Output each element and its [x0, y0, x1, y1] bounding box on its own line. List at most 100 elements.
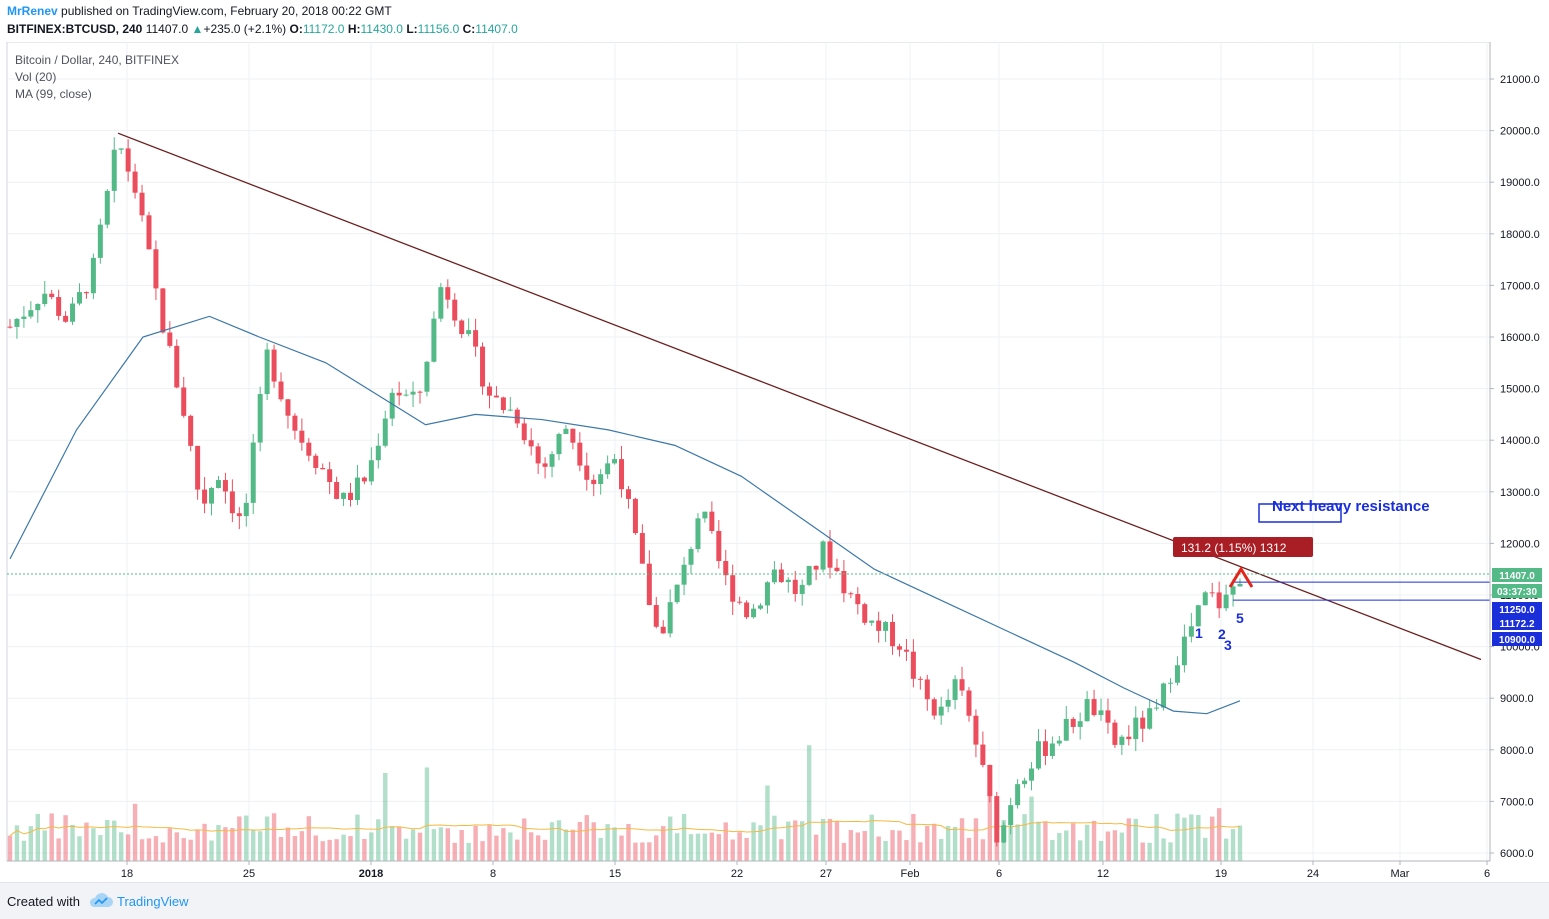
- volume-bar: [1223, 838, 1229, 861]
- measure-tooltip: 131.2 (1.15%) 1312: [1173, 537, 1313, 557]
- candle-body: [896, 646, 902, 650]
- candle-body: [459, 320, 465, 335]
- candle-body: [313, 455, 319, 468]
- volume-bar: [125, 834, 131, 861]
- volume-bar: [987, 773, 993, 861]
- volume-bar: [1133, 818, 1138, 861]
- volume-bar: [855, 832, 860, 861]
- price-tick-label: 8000.0: [1500, 745, 1534, 757]
- measure-label: 131.2 (1.15%) 1312: [1181, 541, 1287, 555]
- volume-bar: [1043, 821, 1048, 861]
- resistance-box[interactable]: [1258, 503, 1342, 523]
- volume-bar: [1050, 839, 1055, 861]
- candle-body: [959, 679, 965, 691]
- volume-bar: [647, 842, 652, 861]
- candle-body: [584, 465, 590, 480]
- candle-body: [1209, 592, 1215, 594]
- time-tick-label: 18: [121, 868, 133, 880]
- volume-bar: [973, 818, 979, 861]
- volume-bar: [1161, 838, 1166, 861]
- candle-body: [973, 715, 979, 745]
- volume-bar: [848, 830, 854, 861]
- author-link[interactable]: MrRenev: [7, 4, 58, 18]
- volume-bar: [1189, 814, 1194, 861]
- candle-body: [605, 463, 611, 475]
- price-tag-label: 03:37:30: [1497, 587, 1537, 598]
- volume-bar: [938, 838, 944, 861]
- candle-body: [354, 477, 360, 500]
- candle-body: [473, 330, 479, 347]
- volume-bar: [56, 838, 61, 861]
- volume-bar: [598, 837, 603, 861]
- symbol-label[interactable]: BITFINEX:BTCUSD, 240: [7, 22, 143, 36]
- plot-area: [6, 42, 1491, 862]
- price-tick-label: 12000.0: [1500, 538, 1540, 550]
- price-tag-bg: [1492, 584, 1542, 598]
- volume-bar: [1168, 842, 1173, 861]
- volume-bar: [49, 813, 54, 861]
- candle-body: [883, 621, 889, 631]
- candle-body: [500, 397, 506, 411]
- candle-body: [1154, 707, 1160, 709]
- volume-bar: [473, 825, 478, 861]
- volume-bar: [1022, 814, 1027, 861]
- volume-bar: [862, 831, 867, 861]
- volume-bar: [723, 822, 728, 861]
- candle-body: [438, 287, 444, 319]
- candle-body: [14, 318, 20, 327]
- candle-body: [980, 744, 986, 765]
- candle-body: [876, 620, 882, 631]
- volume-bar: [383, 772, 388, 861]
- volume-bar: [1196, 814, 1201, 861]
- candle-body: [1035, 741, 1041, 769]
- candle-body: [952, 679, 958, 700]
- candle-body: [695, 518, 701, 550]
- candle-body: [737, 601, 743, 603]
- volume-bar: [751, 822, 756, 861]
- candle-body: [368, 460, 374, 482]
- volume-bar: [876, 836, 881, 861]
- price-tag-bg: [1492, 568, 1542, 582]
- candle-body: [1105, 710, 1111, 723]
- volume-bar: [153, 836, 159, 861]
- price-axis[interactable]: 21000.0 20000.0 19000.0 18000.0 17000.0 16000…: [1489, 42, 1540, 861]
- candle-body: [160, 288, 166, 333]
- price-tick-label: 19000.0: [1500, 177, 1540, 189]
- volume-bar: [292, 836, 298, 861]
- volume-bar: [209, 840, 214, 861]
- volume-bar: [827, 818, 833, 861]
- volume-bar: [1105, 831, 1111, 861]
- candle-body: [1230, 586, 1236, 595]
- volume-bar: [1237, 825, 1243, 861]
- candle-body: [507, 409, 513, 411]
- volume-bar: [132, 803, 138, 861]
- downtrend-line[interactable]: [117, 132, 1482, 661]
- tradingview-link[interactable]: TradingView: [117, 894, 189, 909]
- volume-bar: [501, 828, 506, 861]
- time-tick-label: 2018: [359, 868, 383, 880]
- candle-body: [612, 459, 618, 464]
- volume-bar: [1015, 824, 1020, 861]
- volume-bar: [1057, 833, 1062, 861]
- candle-body: [723, 561, 729, 576]
- volume-bar: [264, 816, 270, 861]
- price-chart[interactable]: Next heavy resistance 131.2 (1.15%) 1312…: [0, 42, 1549, 882]
- time-tick-label: 25: [243, 868, 255, 880]
- legend-ma: MA (99, close): [15, 87, 92, 101]
- candle-body: [528, 440, 534, 447]
- candle-body: [28, 310, 34, 317]
- volume-bar: [633, 842, 638, 861]
- candle-body: [1119, 736, 1125, 745]
- candle-body: [674, 584, 680, 603]
- candle-body: [1161, 683, 1167, 708]
- candle-body: [785, 579, 791, 583]
- candle-body: [334, 481, 340, 499]
- volume-bar: [932, 823, 937, 861]
- candle-body: [869, 620, 875, 623]
- candle-body: [76, 292, 82, 304]
- volume-bar: [563, 829, 569, 861]
- time-axis[interactable]: 18 25 2018 8 15 22 27 Feb 6 12 19 24 Mar 6: [7, 860, 1490, 880]
- volume-bar: [494, 835, 499, 861]
- volume-bar: [1029, 796, 1034, 861]
- candle-body: [1063, 718, 1069, 741]
